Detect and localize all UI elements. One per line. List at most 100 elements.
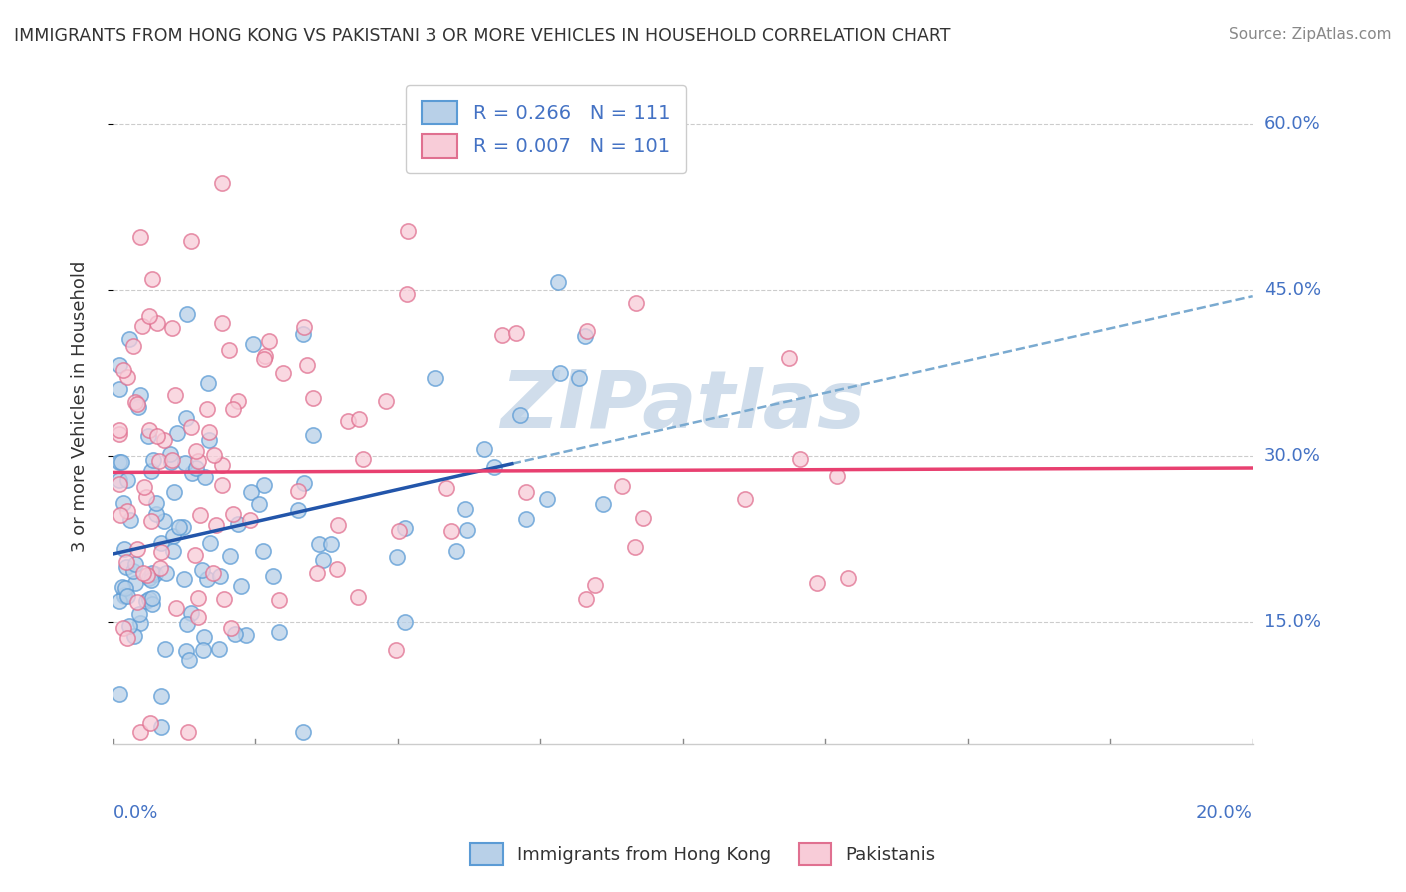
Point (292, 326, 315, 341)
Point (208, 642, 231, 657)
Point (114, 589, 136, 603)
Point (132, 480, 155, 494)
Point (118, 512, 141, 526)
Point (269, 593, 291, 607)
Point (505, 326, 527, 341)
Point (239, 485, 262, 500)
Point (307, 566, 329, 580)
Text: Source: ZipAtlas.com: Source: ZipAtlas.com (1229, 27, 1392, 42)
Point (138, 310, 160, 324)
Point (515, 512, 537, 526)
Point (138, 591, 160, 606)
Point (108, 455, 131, 469)
Point (242, 337, 264, 351)
Point (115, 631, 138, 645)
Point (107, 477, 129, 491)
Point (186, 461, 208, 475)
Point (118, 332, 141, 346)
Point (337, 414, 360, 428)
Text: 60.0%: 60.0% (1264, 115, 1320, 133)
Point (352, 451, 374, 466)
Point (115, 559, 138, 574)
Point (142, 453, 165, 467)
Point (128, 387, 150, 401)
Point (195, 401, 218, 416)
Point (180, 466, 202, 480)
Point (292, 476, 315, 491)
Point (187, 454, 209, 468)
Point (191, 642, 214, 657)
Point (122, 339, 145, 353)
Point (193, 630, 215, 644)
Point (149, 535, 172, 549)
Point (162, 543, 184, 558)
Point (509, 409, 531, 423)
Point (124, 395, 146, 409)
Point (292, 320, 315, 334)
Point (160, 455, 183, 469)
Point (221, 507, 243, 521)
Point (129, 229, 152, 244)
Legend: Immigrants from Hong Kong, Pakistanis: Immigrants from Hong Kong, Pakistanis (461, 834, 945, 874)
Point (125, 595, 148, 609)
Point (174, 644, 197, 658)
Point (610, 479, 633, 493)
Point (138, 423, 160, 437)
Point (145, 496, 167, 510)
Point (226, 394, 249, 409)
Point (187, 610, 209, 624)
Point (111, 580, 134, 594)
Point (734, 492, 756, 507)
Point (146, 429, 169, 443)
Point (212, 592, 235, 607)
Point (107, 473, 129, 487)
Point (385, 550, 408, 565)
Point (326, 517, 349, 532)
Point (114, 555, 136, 569)
Point (396, 287, 419, 301)
Point (239, 513, 262, 527)
Point (176, 617, 198, 632)
Point (124, 576, 146, 591)
Point (159, 447, 181, 461)
Text: 20.0%: 20.0% (1197, 805, 1253, 822)
Point (108, 508, 131, 523)
Point (135, 490, 157, 504)
Text: ZIPatlas: ZIPatlas (501, 367, 865, 445)
Point (153, 514, 176, 528)
Point (837, 570, 859, 584)
Point (308, 536, 330, 550)
Point (111, 621, 134, 635)
Point (789, 452, 811, 467)
Point (226, 517, 249, 532)
Point (191, 563, 214, 577)
Point (211, 458, 233, 473)
Point (128, 607, 150, 622)
Text: 0.0%: 0.0% (112, 805, 159, 822)
Point (111, 363, 134, 377)
Point (218, 343, 240, 357)
Point (347, 412, 370, 426)
Point (482, 460, 505, 475)
Point (219, 549, 242, 563)
Point (273, 366, 295, 380)
Point (778, 351, 800, 365)
Point (197, 425, 219, 440)
Point (550, 367, 572, 381)
Point (136, 428, 159, 442)
Point (267, 625, 290, 640)
Point (197, 376, 219, 390)
Point (201, 566, 224, 581)
Point (253, 478, 276, 492)
Point (302, 391, 325, 405)
Point (825, 468, 848, 483)
Point (153, 642, 176, 657)
Point (107, 358, 129, 372)
Point (472, 442, 495, 457)
Point (515, 484, 537, 499)
Point (247, 497, 270, 511)
Point (257, 334, 280, 348)
Point (423, 370, 446, 384)
Point (110, 455, 132, 469)
Point (155, 566, 177, 580)
